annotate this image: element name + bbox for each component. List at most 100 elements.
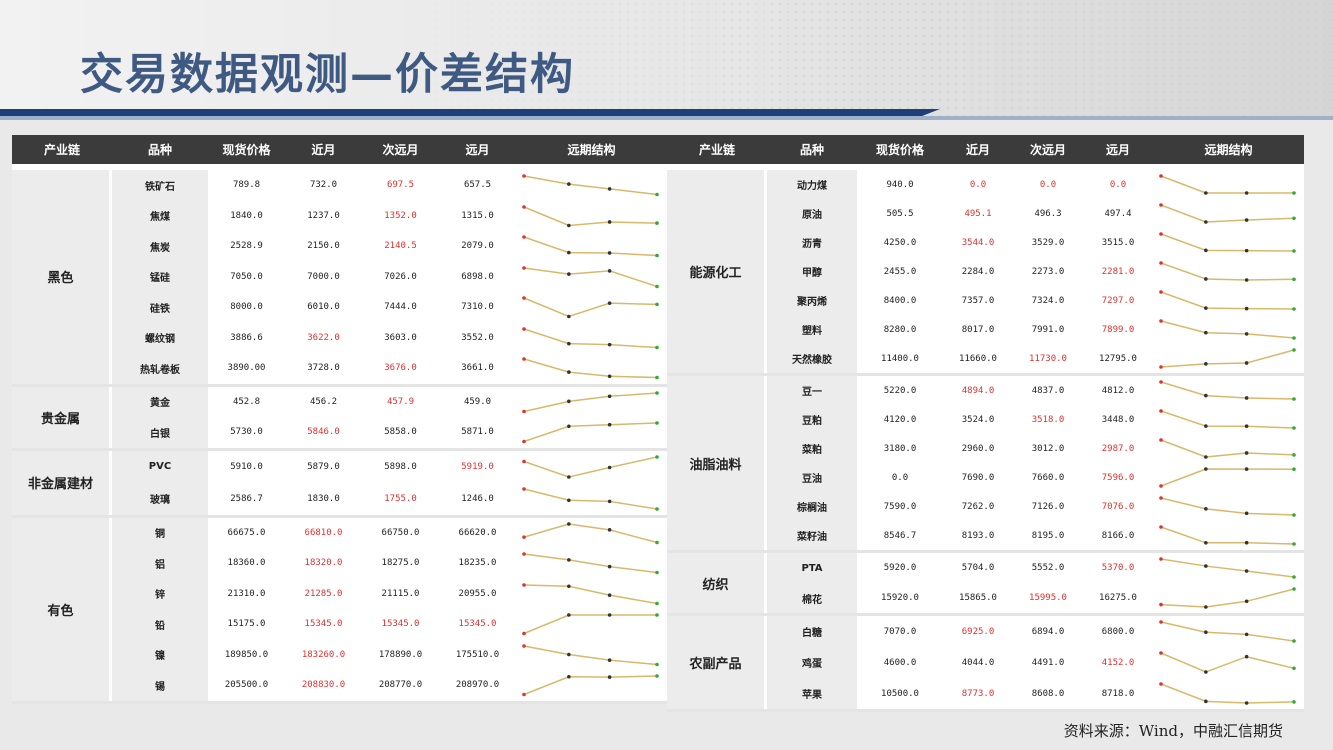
- near-price: 21285.0: [304, 588, 343, 599]
- sparkline-point: [1204, 330, 1208, 335]
- sparkline-path: [1160, 497, 1295, 516]
- sparkline-point: [522, 643, 526, 648]
- next-price: 3676.0: [384, 363, 417, 374]
- sparkline-point: [567, 584, 571, 588]
- spot-price: 789.8: [232, 180, 261, 191]
- sparkline-path: [523, 391, 658, 412]
- term-structure-sparkline: [1159, 651, 1296, 674]
- sparkline-point: [567, 399, 571, 403]
- next-price: 6894.0: [1031, 626, 1065, 637]
- term-structure-sparkline: [1159, 620, 1296, 643]
- sparkline-point: [607, 251, 612, 255]
- sparkline-point: [522, 174, 526, 178]
- far-price: 5370.0: [1101, 563, 1135, 573]
- near-price: 66810.0: [304, 527, 343, 538]
- spot-price: 940.0: [886, 179, 914, 190]
- near-price: 8773.0: [961, 688, 995, 699]
- industry-group: 油脂油料 豆一 5220.0 4894.0 4837.0 4812.0 豆粕 4120.0 35…: [667, 376, 1304, 553]
- table-row: 铜 66675.0 66810.0 66750.0 66620.0: [112, 517, 667, 548]
- table-row: 棉花 15920.0 15865.0 15995.0 16275.0: [767, 583, 1304, 613]
- sparkline-path: [1160, 526, 1295, 545]
- far-price: 20955.0: [458, 588, 497, 599]
- sparkline-point: [655, 540, 659, 544]
- near-price: 208830.0: [301, 680, 346, 691]
- next-price: 4837.0: [1031, 385, 1065, 396]
- next-price: 2273.0: [1031, 266, 1065, 277]
- sparkline-point: [1159, 496, 1163, 500]
- sparkline-path: [523, 553, 658, 574]
- sparkline-point: [1204, 220, 1208, 224]
- spot-price: 7050.0: [230, 271, 263, 282]
- sparkline-point: [1244, 511, 1249, 516]
- sparkline-point: [567, 474, 571, 479]
- spot-price: 8280.0: [883, 324, 917, 335]
- table-header: 产业链 品种 现货价格 近月 次远月 远月 远期结构: [12, 135, 667, 164]
- spot-price: 15920.0: [881, 593, 919, 603]
- table-row: 白银 5730.0 5846.0 5858.0 5871.0: [112, 417, 667, 448]
- sparkline-point: [1244, 361, 1249, 365]
- spot-price: 2528.9: [230, 241, 263, 252]
- variety-name: 菜籽油: [767, 521, 857, 550]
- variety-name: 聚丙烯: [767, 286, 857, 315]
- sparkline-point: [655, 421, 659, 425]
- term-structure-sparkline: [522, 265, 659, 288]
- far-price: 4812.0: [1101, 385, 1135, 396]
- variety-name: PTA: [767, 553, 857, 583]
- far-price: 3552.0: [461, 332, 494, 343]
- spot-price: 8000.0: [230, 302, 263, 313]
- sparkline-point: [1204, 424, 1208, 428]
- near-price: 2150.0: [307, 241, 340, 252]
- near-price: 6010.0: [307, 302, 340, 313]
- sparkline-point: [1204, 277, 1208, 281]
- far-price: 18235.0: [458, 558, 497, 569]
- next-price: 697.5: [386, 180, 415, 191]
- variety-name: 棉花: [767, 583, 857, 613]
- next-price: 7126.0: [1031, 501, 1065, 512]
- sparkline-path: [1160, 652, 1295, 673]
- far-price: 0.0: [1109, 179, 1127, 190]
- variety-name: PVC: [112, 450, 208, 483]
- variety-name: 铝: [112, 548, 208, 579]
- table-row: 锌 21310.0 21285.0 21115.0 20955.0: [112, 578, 667, 609]
- table-row: 天然橡胶 11400.0 11660.0 11730.0 12795.0: [767, 344, 1304, 373]
- spot-price: 5220.0: [883, 385, 917, 396]
- next-price: 7660.0: [1031, 472, 1065, 483]
- sparkline-point: [655, 390, 659, 395]
- term-structure-sparkline: [1159, 348, 1296, 369]
- sparkline-point: [1244, 396, 1249, 400]
- far-price: 3448.0: [1101, 414, 1135, 425]
- sparkline-point: [655, 345, 659, 349]
- spacer: [12, 164, 667, 170]
- sparkline-point: [1244, 424, 1249, 429]
- sparkline-point: [607, 465, 612, 469]
- sparkline-point: [1204, 670, 1208, 674]
- term-structure-sparkline: [1159, 380, 1296, 401]
- sparkline-point: [1159, 203, 1163, 207]
- spot-price: 21310.0: [227, 588, 266, 599]
- sparkline-path: [523, 522, 658, 543]
- next-price: 8195.0: [1031, 530, 1065, 541]
- sparkline-path: [1160, 410, 1295, 429]
- sparkline-point: [655, 192, 659, 197]
- industry-chain-label: 油脂油料: [667, 376, 767, 550]
- term-structure-sparkline: [1159, 203, 1296, 224]
- spot-price: 18360.0: [227, 558, 266, 569]
- column-header: 产业链: [698, 143, 735, 157]
- sparkline-point: [1159, 290, 1163, 294]
- far-price: 8718.0: [1101, 688, 1135, 699]
- sparkline-point: [607, 393, 612, 398]
- sparkline-point: [1159, 484, 1163, 488]
- sparkline-point: [1292, 666, 1296, 671]
- sparkline-point: [567, 652, 571, 656]
- column-header: 现货价格: [222, 143, 271, 157]
- variety-name: 白银: [112, 417, 208, 448]
- sparkline-point: [1244, 248, 1249, 253]
- variety-name: 苹果: [767, 678, 857, 709]
- column-header: 现货价格: [875, 143, 924, 157]
- sparkline-point: [655, 375, 659, 380]
- sparkline-point: [1159, 682, 1163, 686]
- sparkline-point: [1292, 542, 1296, 546]
- industry-chain-label: 非金属建材: [12, 450, 112, 515]
- sparkline-point: [1204, 540, 1208, 545]
- variety-name: 铁矿石: [112, 170, 208, 201]
